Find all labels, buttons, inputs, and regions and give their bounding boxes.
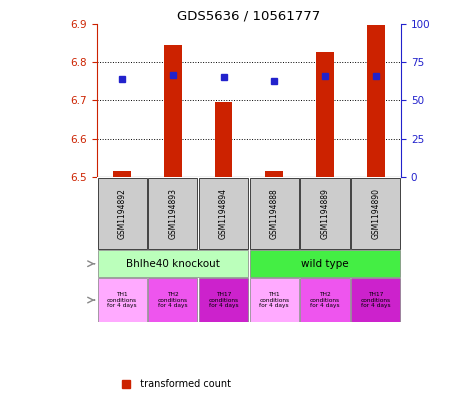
Text: wild type: wild type <box>301 259 349 269</box>
Bar <box>316 52 334 177</box>
Bar <box>266 171 283 177</box>
Text: GSM1194890: GSM1194890 <box>371 188 380 239</box>
Bar <box>199 178 248 249</box>
Bar <box>367 26 384 177</box>
Text: TH1
conditions
for 4 days: TH1 conditions for 4 days <box>259 292 290 309</box>
Bar <box>351 178 400 249</box>
Bar <box>113 171 131 177</box>
Bar <box>301 278 349 322</box>
Bar <box>250 178 299 249</box>
Bar <box>98 278 147 322</box>
Bar <box>215 102 232 177</box>
Text: GSM1194888: GSM1194888 <box>270 188 279 239</box>
Text: GSM1194889: GSM1194889 <box>320 188 330 239</box>
Text: GSM1194892: GSM1194892 <box>118 188 127 239</box>
Text: TH2
conditions
for 4 days: TH2 conditions for 4 days <box>310 292 340 309</box>
Bar <box>164 45 182 177</box>
Text: GSM1194893: GSM1194893 <box>168 188 177 239</box>
Bar <box>351 278 400 322</box>
Text: TH17
conditions
for 4 days: TH17 conditions for 4 days <box>361 292 391 309</box>
Bar <box>301 178 349 249</box>
Bar <box>250 250 400 277</box>
Text: TH17
conditions
for 4 days: TH17 conditions for 4 days <box>208 292 239 309</box>
Bar <box>148 178 197 249</box>
Text: TH2
conditions
for 4 days: TH2 conditions for 4 days <box>158 292 188 309</box>
Text: TH1
conditions
for 4 days: TH1 conditions for 4 days <box>107 292 137 309</box>
Text: transformed count: transformed count <box>134 379 230 389</box>
Bar <box>250 278 299 322</box>
Title: GDS5636 / 10561777: GDS5636 / 10561777 <box>177 9 320 22</box>
Bar <box>98 178 147 249</box>
Text: GSM1194894: GSM1194894 <box>219 188 228 239</box>
Bar <box>98 250 248 277</box>
Text: Bhlhe40 knockout: Bhlhe40 knockout <box>126 259 220 269</box>
Bar <box>199 278 248 322</box>
Bar <box>148 278 197 322</box>
